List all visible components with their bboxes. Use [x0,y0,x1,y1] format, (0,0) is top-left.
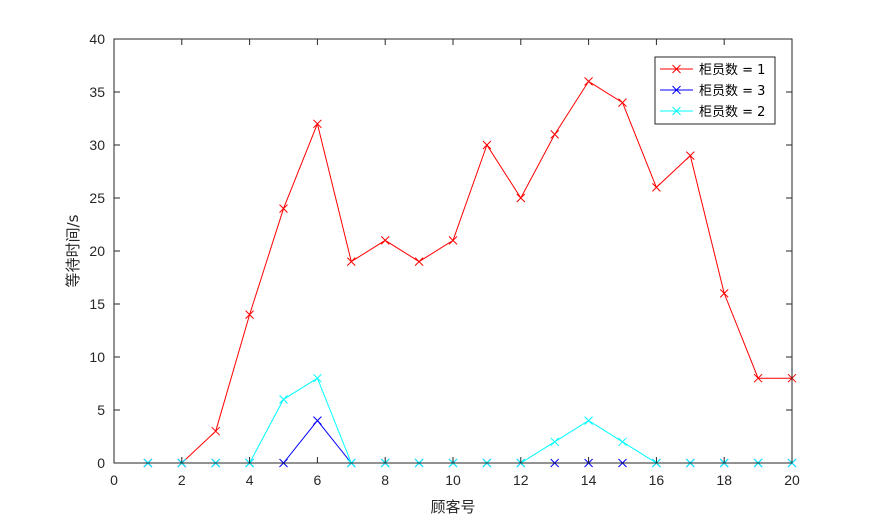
x-tick-label: 8 [381,472,389,488]
legend-item: 柜员数 = 1 [660,63,765,78]
y-tick-label: 10 [89,349,105,365]
x-tick-label: 2 [178,472,186,488]
y-tick-label: 20 [89,243,105,259]
legend-marker [672,106,681,116]
y-tick-label: 0 [97,455,105,471]
data-point [584,416,593,425]
data-point [313,119,322,129]
x-tick-label: 10 [445,472,461,488]
x-tick-label: 0 [110,472,118,488]
y-tick-label: 40 [89,31,105,47]
y-tick-label: 15 [89,296,105,312]
y-axis-label: 等待时间/s [64,214,82,287]
y-tick-label: 35 [89,84,105,100]
data-point [245,310,254,319]
legend-item: 柜员数 = 3 [660,84,765,99]
series-line [147,80,792,464]
legend-label: 柜员数 = 2 [699,105,765,120]
data-point [618,98,627,107]
x-axis-label: 顾客号 [430,498,475,516]
data-point [516,193,526,203]
data-point [584,77,593,86]
legend-marker [672,64,681,74]
data-point [448,236,458,245]
data-point [211,426,221,436]
y-tick-label: 5 [97,402,105,418]
data-point [313,373,322,383]
data-point [482,140,492,150]
legend: 柜员数 = 1 柜员数 = 3 柜员数 = 2 [654,56,776,125]
data-point [652,183,661,192]
legend-label: 柜员数 = 1 [699,63,765,78]
data-point [279,204,288,213]
x-tick-label: 14 [581,472,597,488]
data-point [346,257,356,266]
legend-label: 柜员数 = 3 [699,84,765,99]
data-point [313,416,322,425]
x-tick-label: 16 [649,472,665,488]
data-point [550,437,560,447]
x-tick-label: 20 [784,472,800,488]
legend-marker [672,85,681,95]
data-point [719,289,729,298]
data-point [414,257,424,266]
x-tick-label: 4 [246,472,254,488]
x-tick-label: 6 [314,472,322,488]
legend-item: 柜员数 = 2 [660,105,765,120]
y-tick-label: 30 [89,137,105,153]
x-tick-label: 18 [716,472,732,488]
data-point [753,373,763,383]
data-point [380,236,390,245]
data-point [618,437,627,447]
axes: 0 2 4 6 8 10 12 14 16 18 20 0 5 10 15 20 25 30 35 40 [89,31,800,488]
y-tick-label: 25 [89,190,105,206]
data-point [685,151,695,160]
data-point [550,130,560,139]
data-point [279,395,288,404]
x-tick-label: 12 [513,472,529,488]
